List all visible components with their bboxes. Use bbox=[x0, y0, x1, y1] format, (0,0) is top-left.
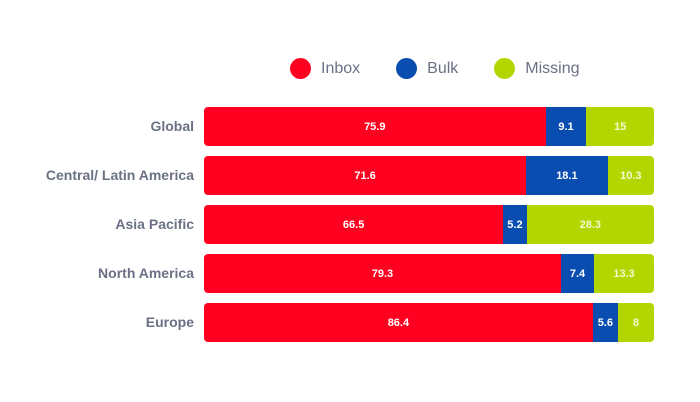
legend-label: Missing bbox=[525, 59, 580, 77]
inbox-segment: 79.3 bbox=[204, 254, 561, 293]
stacked-bar: 71.6 18.1 10.3 bbox=[204, 156, 654, 195]
missing-segment: 13.3 bbox=[594, 254, 654, 293]
inbox-segment: 86.4 bbox=[204, 303, 593, 342]
inbox-segment: 75.9 bbox=[204, 107, 546, 146]
stacked-bar: 86.4 5.6 8 bbox=[204, 303, 654, 342]
bulk-segment: 9.1 bbox=[545, 107, 587, 146]
inbox-segment: 71.6 bbox=[204, 156, 527, 195]
stacked-bar: 75.9 9.1 15 bbox=[204, 107, 654, 146]
legend-item-bulk: Bulk bbox=[396, 58, 458, 79]
legend-label: Bulk bbox=[427, 59, 459, 77]
missing-segment: 28.3 bbox=[526, 205, 654, 244]
bar-row-asia-pacific: Asia Pacific 66.5 5.2 28.3 bbox=[0, 205, 700, 244]
bar-row-north-america: North America 79.3 7.4 13.3 bbox=[0, 254, 700, 293]
bulk-segment: 5.6 bbox=[592, 303, 618, 342]
missing-segment: 10.3 bbox=[607, 156, 654, 195]
category-label: Europe bbox=[145, 314, 194, 330]
bar-row-central-latin-america: Central/ Latin America 71.6 18.1 10.3 bbox=[0, 156, 700, 195]
stacked-bar: 66.5 5.2 28.3 bbox=[204, 205, 654, 244]
category-label: Central/ Latin America bbox=[45, 167, 194, 183]
legend-item-missing: Missing bbox=[494, 58, 580, 79]
category-label: Global bbox=[150, 118, 194, 134]
legend-item-inbox: Inbox bbox=[290, 58, 360, 79]
bar-row-global: Global 75.9 9.1 15 bbox=[0, 107, 700, 146]
category-label: North America bbox=[98, 265, 194, 281]
bar-row-europe: Europe 86.4 5.6 8 bbox=[0, 303, 700, 342]
chart-legend: Inbox Bulk Missing bbox=[290, 58, 616, 79]
bulk-segment: 18.1 bbox=[526, 156, 608, 195]
stacked-bar: 79.3 7.4 13.3 bbox=[204, 254, 654, 293]
inbox-color-dot-icon bbox=[290, 58, 311, 79]
missing-segment: 15 bbox=[586, 107, 654, 146]
bulk-color-dot-icon bbox=[396, 58, 418, 79]
bulk-segment: 7.4 bbox=[560, 254, 595, 293]
category-label: Asia Pacific bbox=[115, 216, 194, 232]
legend-label: Inbox bbox=[321, 59, 361, 77]
inbox-segment: 66.5 bbox=[204, 205, 504, 244]
missing-segment: 8 bbox=[617, 303, 654, 342]
bulk-segment: 5.2 bbox=[503, 205, 527, 244]
missing-color-dot-icon bbox=[494, 58, 516, 79]
